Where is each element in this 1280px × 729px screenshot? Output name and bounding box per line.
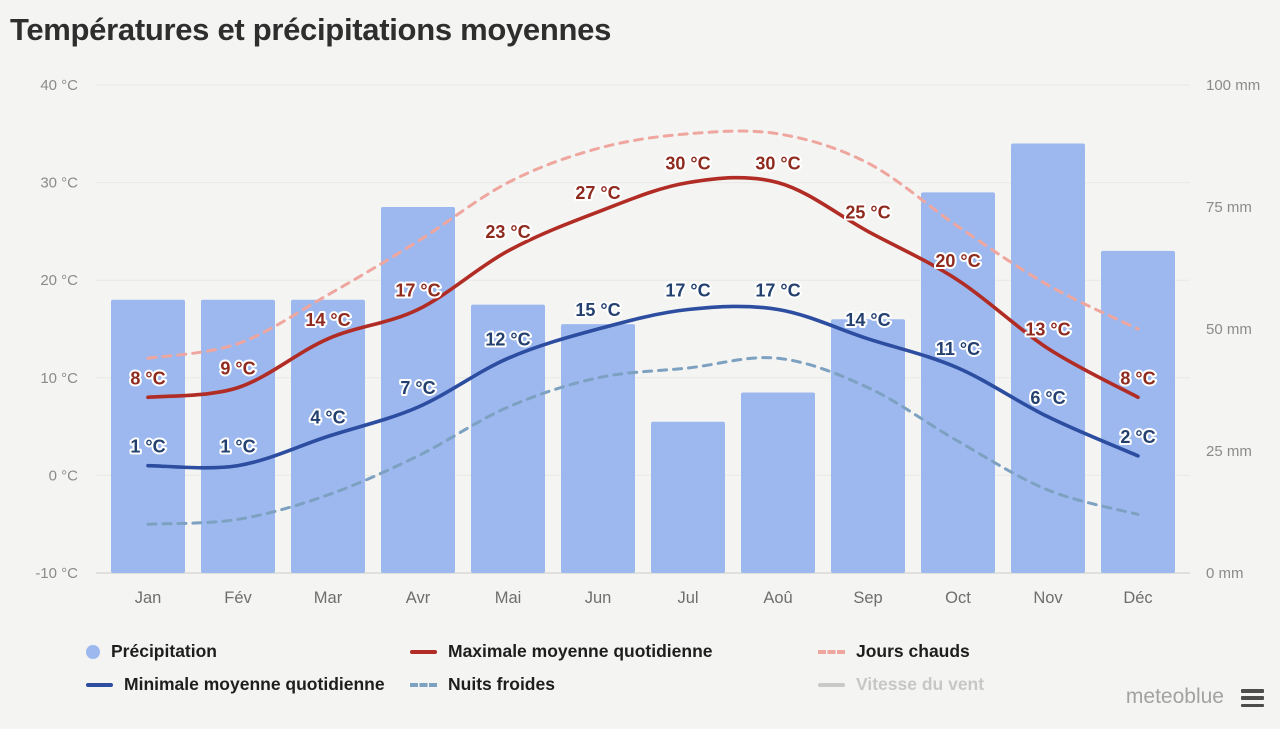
svg-text:8 °C: 8 °C — [1120, 368, 1155, 388]
svg-text:Avr: Avr — [406, 589, 431, 607]
legend-item-cold-nights[interactable]: Nuits froides — [410, 674, 555, 695]
svg-text:30 °C: 30 °C — [755, 154, 800, 174]
legend-item-hot-days[interactable]: Jours chauds — [818, 641, 970, 662]
legend-label: Jours chauds — [856, 641, 970, 661]
svg-text:-10 °C: -10 °C — [35, 565, 78, 582]
svg-text:30 °C: 30 °C — [665, 154, 710, 174]
svg-text:50 mm: 50 mm — [1206, 321, 1252, 338]
svg-text:15 °C: 15 °C — [575, 300, 620, 320]
svg-text:25 °C: 25 °C — [845, 202, 890, 222]
svg-text:Jun: Jun — [585, 589, 612, 607]
svg-text:Jan: Jan — [135, 589, 162, 607]
svg-text:13 °C: 13 °C — [1025, 320, 1070, 340]
svg-text:1 °C: 1 °C — [220, 437, 255, 457]
svg-text:23 °C: 23 °C — [485, 222, 530, 242]
svg-text:2 °C: 2 °C — [1120, 427, 1155, 447]
svg-text:Fév: Fév — [224, 589, 252, 607]
legend-label: Nuits froides — [448, 674, 555, 694]
legend-label: Maximale moyenne quotidienne — [448, 641, 713, 661]
cold-nights-swatch-icon — [410, 682, 437, 687]
svg-text:Déc: Déc — [1123, 589, 1152, 607]
climate-chart: 40 °C 30 °C 20 °C 10 °C 0 °C -10 °C 100 mm 75 m… — [35, 77, 1260, 607]
svg-text:40 °C: 40 °C — [40, 77, 78, 94]
svg-text:17 °C: 17 °C — [755, 280, 800, 300]
svg-text:12 °C: 12 °C — [485, 329, 530, 349]
svg-text:14 °C: 14 °C — [845, 310, 890, 330]
meteoblue-watermark[interactable]: meteoblue — [1125, 685, 1224, 708]
hot-days-swatch-icon — [818, 649, 845, 654]
svg-text:Aoû: Aoû — [763, 589, 792, 607]
svg-text:30 °C: 30 °C — [40, 175, 78, 192]
svg-text:6 °C: 6 °C — [1030, 388, 1065, 408]
precipitation-swatch-icon — [86, 644, 100, 659]
legend-item-wind-speed[interactable]: Vitesse du vent — [818, 674, 984, 695]
svg-text:7 °C: 7 °C — [400, 378, 435, 398]
svg-text:Jul: Jul — [677, 589, 698, 607]
wind-speed-swatch-icon — [818, 682, 845, 687]
svg-text:Mar: Mar — [314, 589, 343, 607]
min-temp-swatch-icon — [86, 682, 113, 687]
svg-text:25 mm: 25 mm — [1206, 443, 1252, 460]
svg-text:17 °C: 17 °C — [395, 280, 440, 300]
legend-label: Minimale moyenne quotidienne — [124, 674, 385, 694]
hamburger-icon[interactable] — [1241, 689, 1264, 708]
legend-item-precipitation[interactable]: Précipitation — [86, 641, 217, 662]
svg-text:Oct: Oct — [945, 589, 971, 607]
svg-text:10 °C: 10 °C — [40, 370, 78, 387]
legend-label: Vitesse du vent — [856, 674, 985, 694]
svg-text:Sep: Sep — [853, 589, 882, 607]
svg-text:8 °C: 8 °C — [130, 368, 165, 388]
svg-text:0 °C: 0 °C — [49, 467, 79, 484]
legend-item-max-temp[interactable]: Maximale moyenne quotidienne — [410, 641, 713, 662]
svg-text:4 °C: 4 °C — [310, 407, 345, 427]
svg-text:9 °C: 9 °C — [220, 359, 255, 379]
legend-item-min-temp[interactable]: Minimale moyenne quotidienne — [86, 674, 385, 695]
svg-text:75 mm: 75 mm — [1206, 199, 1252, 216]
svg-text:100 mm: 100 mm — [1206, 77, 1260, 94]
svg-text:Mai: Mai — [495, 589, 522, 607]
svg-text:27 °C: 27 °C — [575, 183, 620, 203]
max-temp-swatch-icon — [410, 649, 437, 654]
legend-label: Précipitation — [111, 641, 217, 661]
svg-text:11 °C: 11 °C — [936, 339, 980, 359]
svg-text:20 °C: 20 °C — [40, 272, 78, 289]
chart-title: Températures et précipitations moyennes — [10, 12, 612, 47]
svg-text:20 °C: 20 °C — [935, 251, 980, 271]
svg-text:14 °C: 14 °C — [305, 310, 350, 330]
svg-text:Nov: Nov — [1033, 589, 1063, 607]
svg-text:0 mm: 0 mm — [1206, 565, 1244, 582]
svg-text:17 °C: 17 °C — [665, 280, 710, 300]
svg-text:1 °C: 1 °C — [130, 437, 165, 457]
